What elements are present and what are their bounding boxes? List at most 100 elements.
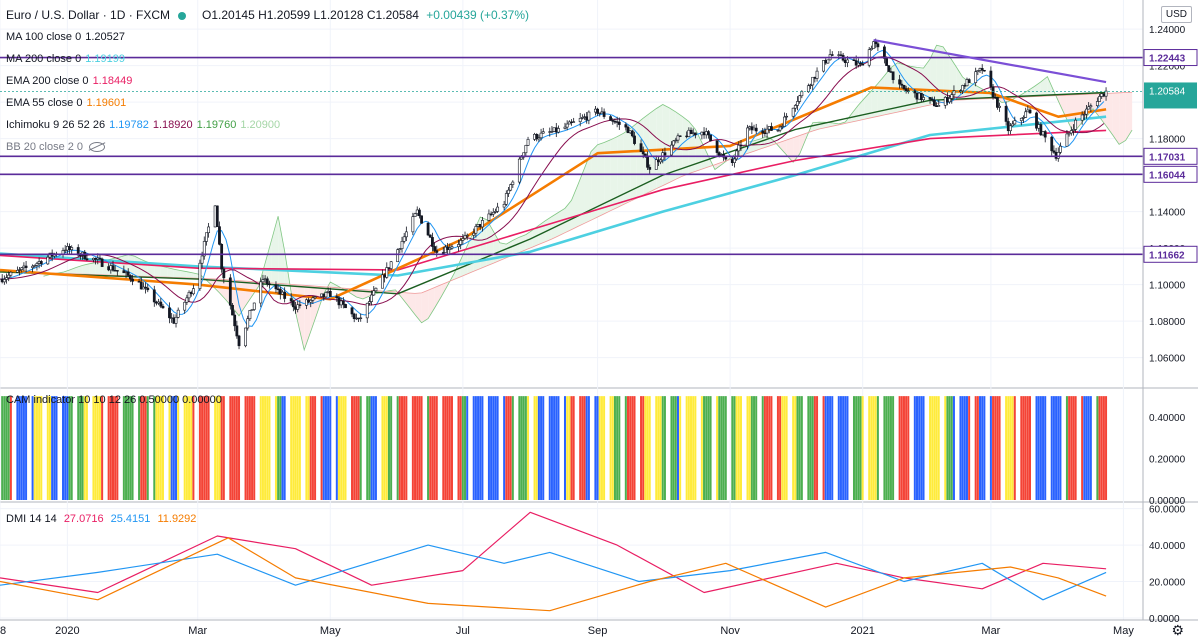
- candle-body: [137, 281, 141, 283]
- candle-body: [1019, 117, 1023, 121]
- ichimoku-cloud: [656, 104, 663, 189]
- candle-body: [489, 213, 493, 216]
- candle-body: [578, 118, 582, 122]
- candle-body: [304, 299, 308, 306]
- candle-body: [776, 129, 780, 132]
- candle-body: [537, 137, 541, 140]
- candle-body: [672, 140, 676, 146]
- candle-body: [309, 299, 313, 303]
- gear-icon[interactable]: ⚙: [1171, 622, 1184, 638]
- candle-body: [904, 88, 908, 92]
- candle-body: [869, 48, 873, 51]
- candle-body: [935, 105, 938, 107]
- candle-body: [170, 317, 174, 319]
- candle-body: [706, 131, 710, 136]
- ohlc-low: L1.20128: [313, 8, 364, 22]
- indicator-legend-row[interactable]: Ichimoku 9 26 52 26 1.19782 1.18920 1.19760…: [6, 118, 280, 132]
- candle-body: [554, 127, 558, 133]
- indicator-legend-row[interactable]: EMA 200 close 0 1.18449: [6, 74, 132, 88]
- candle-body: [793, 105, 797, 109]
- level-price-label-box: [1143, 147, 1198, 165]
- candle-body: [122, 270, 126, 274]
- candle-body: [815, 70, 819, 79]
- candle-body: [624, 124, 628, 128]
- candle-body: [65, 246, 69, 251]
- candle-body: [1098, 96, 1101, 102]
- candle-body: [387, 267, 391, 269]
- candle-body: [1059, 145, 1062, 153]
- candle-body: [765, 128, 769, 134]
- candle-body: [952, 90, 956, 96]
- candle-body: [250, 309, 254, 311]
- dmi-legend[interactable]: DMI 14 14 27.0716 25.4151 11.9292: [6, 512, 196, 526]
- candle-body: [670, 144, 673, 156]
- ichimoku-cloud: [278, 216, 285, 284]
- candle-body: [457, 244, 460, 248]
- candle-body: [737, 144, 741, 152]
- candle-body: [1100, 93, 1104, 97]
- candle-body: [1085, 108, 1088, 115]
- ichimoku-cloud: [799, 133, 807, 154]
- ichimoku-cloud: [623, 128, 631, 205]
- candle-body: [946, 97, 949, 103]
- candle-body: [152, 289, 156, 303]
- indicator-legend-row[interactable]: MA 200 close 0 1.19199: [6, 52, 125, 66]
- x-tick-label: May: [1113, 625, 1134, 637]
- ichimoku-cloud: [402, 292, 409, 307]
- candle-body: [1013, 120, 1017, 125]
- candle-body: [231, 304, 234, 316]
- level-price-label: 1.22443: [1149, 54, 1186, 65]
- candle-body: [474, 226, 478, 234]
- indicator-legend-row[interactable]: EMA 55 close 0 1.19601: [6, 96, 126, 110]
- dmi-y-tick-label: 40.0000: [1149, 541, 1186, 552]
- candle-body: [207, 226, 211, 234]
- candle-body: [735, 150, 739, 160]
- ichimoku-cloud: [493, 231, 500, 264]
- candle-body: [980, 68, 984, 71]
- candle-body: [533, 134, 536, 140]
- indicator-legend-row[interactable]: BB 20 close 2 0: [6, 140, 106, 154]
- candle-body: [587, 111, 591, 121]
- candle-body: [717, 152, 721, 156]
- ichimoku-cloud: [851, 105, 859, 122]
- candle-body: [354, 317, 358, 320]
- candle-body: [1022, 117, 1025, 119]
- candle-body: [326, 290, 330, 293]
- candle-body: [1024, 111, 1028, 118]
- currency-button[interactable]: USD: [1160, 6, 1192, 23]
- candle-body: [83, 251, 87, 260]
- candle-body: [139, 281, 143, 290]
- candle-body: [846, 59, 849, 64]
- candle-body: [767, 126, 771, 130]
- candle-body: [100, 258, 104, 267]
- candle-body: [837, 54, 841, 56]
- dmi-minus-value: 11.9292: [157, 513, 197, 525]
- indicator-legend-row[interactable]: MA 100 close 0 1.20527: [6, 30, 125, 44]
- candle-body: [18, 269, 21, 271]
- candle-body: [563, 126, 567, 129]
- candle-body: [885, 58, 888, 66]
- candle-body: [552, 127, 556, 132]
- candle-body: [720, 154, 723, 156]
- indicator-label: BB 20 close 2 0: [6, 141, 84, 153]
- symbol-title[interactable]: Euro / U.S. Dollar · 1D · FXCM: [6, 8, 171, 22]
- candle-body: [1082, 113, 1086, 116]
- cam-y-tick-label: 0.20000: [1149, 454, 1186, 465]
- candle-body: [276, 288, 280, 290]
- ichimoku-cloud: [317, 286, 324, 313]
- ichimoku-cloud: [76, 265, 83, 275]
- candle-body: [889, 71, 893, 73]
- candle-body: [128, 275, 132, 280]
- ichimoku-cloud: [421, 290, 429, 323]
- dmi-y-tick-label: 20.0000: [1149, 578, 1186, 589]
- candle-body: [94, 257, 98, 260]
- hidden-eye-icon[interactable]: [89, 142, 106, 153]
- cam-y-tick-label: 0.00000: [1149, 496, 1186, 507]
- cam-legend[interactable]: CAM indicator 10 10 12 26 0.50000 0.0000…: [6, 393, 222, 407]
- candle-body: [1026, 109, 1030, 113]
- candle-body: [96, 257, 100, 260]
- last-price-badge: [1144, 82, 1197, 109]
- candle-body: [435, 250, 439, 253]
- candle-body: [187, 291, 191, 299]
- candle-body: [374, 287, 378, 292]
